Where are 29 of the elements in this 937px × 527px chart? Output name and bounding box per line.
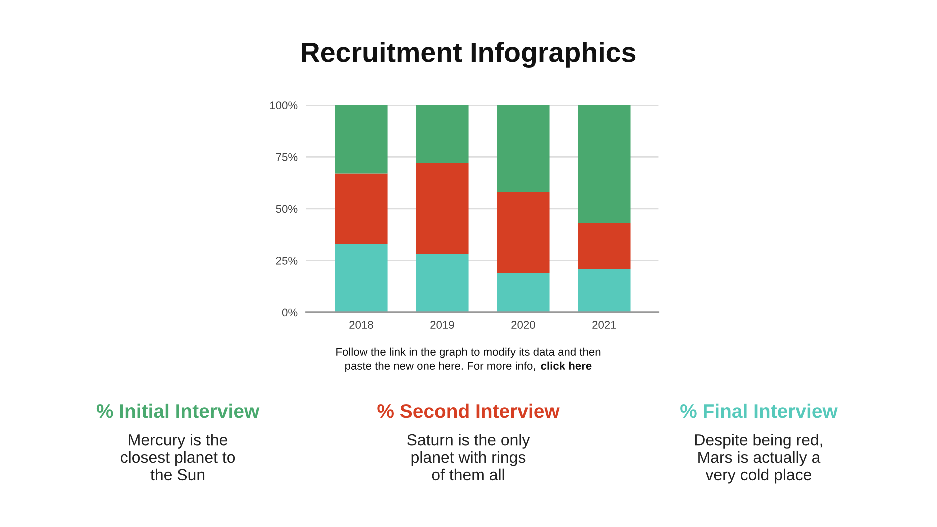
bar bbox=[335, 244, 388, 313]
text: Despite being red, Mars is actually a very cold place bbox=[695, 434, 822, 484]
y-tick-label: 50% bbox=[276, 205, 298, 214]
text: % Final Interview bbox=[680, 404, 838, 418]
x-tick-label: 2021 bbox=[592, 321, 616, 330]
bar bbox=[416, 254, 469, 313]
x-tick-label: 2019 bbox=[430, 321, 454, 330]
bar bbox=[497, 105, 550, 192]
y-tick-label: 75% bbox=[276, 153, 298, 162]
text: % Initial Interview bbox=[96, 404, 260, 418]
x-tick-label: 2020 bbox=[512, 321, 536, 330]
y-tick-label: 0% bbox=[282, 308, 298, 317]
bar bbox=[335, 174, 388, 244]
bar bbox=[416, 163, 469, 255]
bar bbox=[416, 105, 469, 164]
bar bbox=[578, 223, 631, 270]
bar bbox=[497, 192, 550, 274]
text: % Second Interview bbox=[378, 404, 560, 418]
bar bbox=[335, 105, 388, 174]
text: Mercury is the closest planet to the Sun bbox=[121, 434, 236, 481]
bar bbox=[578, 105, 631, 224]
bar bbox=[578, 269, 631, 313]
bar bbox=[497, 273, 550, 313]
x-tick-label: 2018 bbox=[350, 321, 374, 330]
y-tick-label: 100% bbox=[270, 102, 298, 110]
text: click here bbox=[541, 362, 592, 370]
text: Saturn is the only planet with rings of them all bbox=[408, 434, 530, 481]
chart-title: Recruitment Infographics bbox=[302, 42, 636, 68]
y-tick-label: 25% bbox=[276, 257, 298, 265]
